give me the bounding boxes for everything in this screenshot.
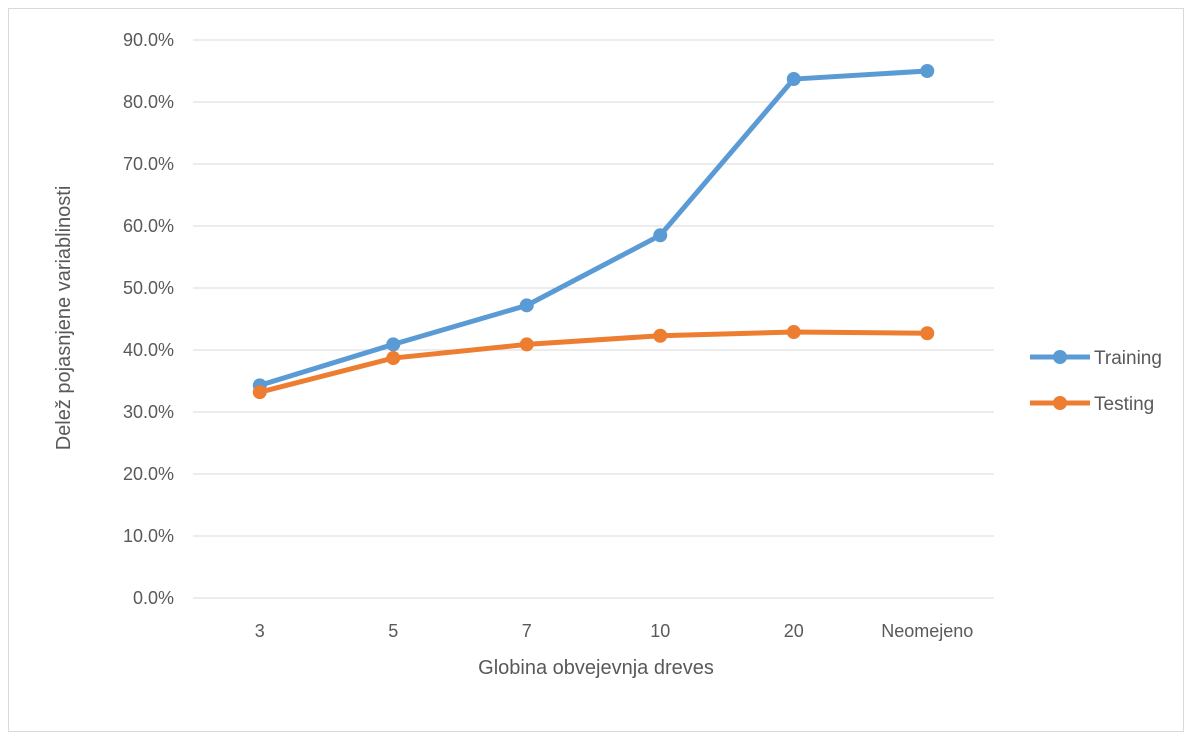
x-tick-label: 7 xyxy=(522,621,532,641)
y-tick-label: 90.0% xyxy=(123,30,174,50)
series-training xyxy=(252,64,935,393)
training-line xyxy=(257,68,930,388)
y-tick-label: 10.0% xyxy=(123,526,174,546)
training-point xyxy=(920,64,935,78)
y-axis-tick-labels: 0.0% 10.0% 20.0% 30.0% 40.0% 50.0% 60.0% 70.0% 8… xyxy=(123,30,174,608)
y-tick-label: 0.0% xyxy=(133,588,174,608)
testing-point xyxy=(653,328,668,343)
x-tick-label: 5 xyxy=(388,621,398,641)
gridlines xyxy=(193,39,994,599)
x-axis-tick-labels: 3 5 7 10 20 Neomejeno xyxy=(255,621,974,641)
testing-point xyxy=(386,351,401,366)
testing-point xyxy=(920,326,935,341)
y-tick-label: 80.0% xyxy=(123,92,174,112)
legend-label: Testing xyxy=(1094,394,1154,415)
y-tick-label: 40.0% xyxy=(123,340,174,360)
training-point xyxy=(519,298,534,313)
chart-frame xyxy=(8,8,1184,732)
series-testing xyxy=(252,325,935,400)
training-point xyxy=(653,228,668,243)
testing-point xyxy=(786,325,801,340)
training-point xyxy=(786,72,801,87)
x-axis-title: Globina obvejevnja dreves xyxy=(478,657,714,679)
x-tick-label: 20 xyxy=(784,621,804,641)
testing-point xyxy=(252,385,267,400)
legend-label: Training xyxy=(1094,348,1162,369)
testing-point xyxy=(519,337,534,352)
y-tick-label: 70.0% xyxy=(123,154,174,174)
y-tick-label: 50.0% xyxy=(123,278,174,298)
legend-swatch-marker xyxy=(1053,350,1067,364)
series-lines xyxy=(252,64,935,400)
legend-item-training: Training xyxy=(1030,348,1162,369)
x-tick-label: 3 xyxy=(255,621,265,641)
legend-item-testing: Testing xyxy=(1030,394,1154,415)
x-tick-label: 10 xyxy=(650,621,670,641)
legend-swatch-marker xyxy=(1053,396,1067,410)
y-tick-label: 60.0% xyxy=(123,216,174,236)
testing-line xyxy=(257,329,930,395)
training-point xyxy=(386,337,401,352)
legend: Training Testing xyxy=(1030,348,1162,415)
y-axis-title: Delež pojasnjene variablinosti xyxy=(53,186,75,451)
y-tick-label: 30.0% xyxy=(123,402,174,422)
y-tick-label: 20.0% xyxy=(123,464,174,484)
x-tick-label: Neomejeno xyxy=(881,621,973,641)
